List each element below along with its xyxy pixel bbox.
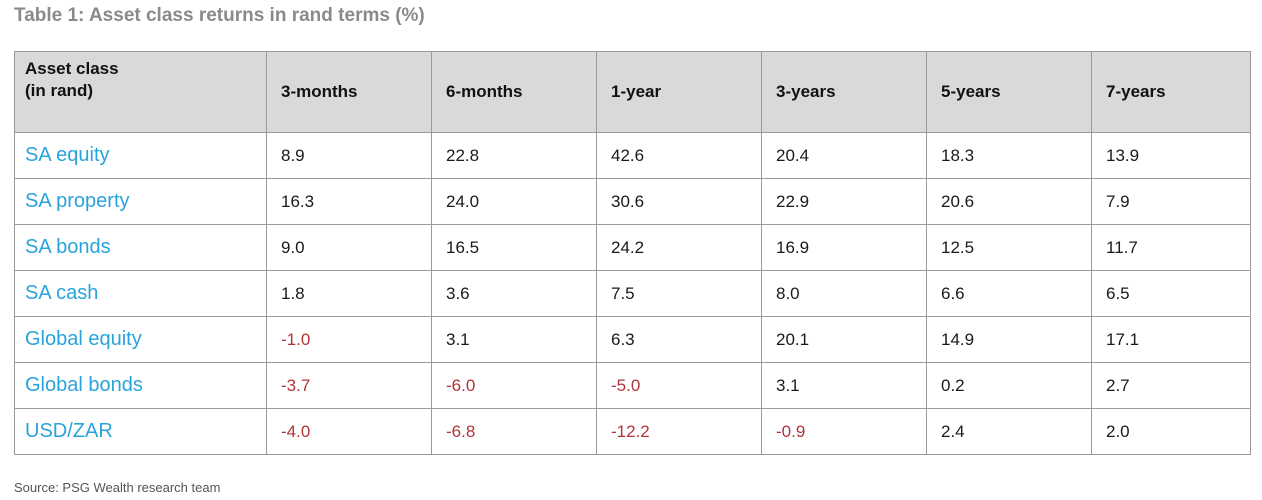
return-value-cell: 20.6 xyxy=(926,178,1092,225)
table-row: Global equity -1.0 3.1 6.3 20.1 14.9 17.1 xyxy=(14,316,1251,363)
column-header-3-years: 3-years xyxy=(761,51,927,133)
return-value-cell: 12.5 xyxy=(926,224,1092,271)
return-value-cell: 6.3 xyxy=(596,316,762,363)
return-value-cell: 2.7 xyxy=(1091,362,1251,409)
return-value-cell: -6.8 xyxy=(431,408,597,455)
column-header-asset-class: Asset class (in rand) xyxy=(14,51,267,133)
return-value-cell: 18.3 xyxy=(926,132,1092,179)
table-header-row: Asset class (in rand) 3-months 6-months … xyxy=(14,51,1251,133)
return-value-cell: 20.1 xyxy=(761,316,927,363)
column-header-5-years: 5-years xyxy=(926,51,1092,133)
table-row: SA cash 1.8 3.6 7.5 8.0 6.6 6.5 xyxy=(14,270,1251,317)
return-value-cell: -0.9 xyxy=(761,408,927,455)
asset-class-label: SA equity xyxy=(14,132,267,179)
return-value-cell: 24.0 xyxy=(431,178,597,225)
return-value-cell: 8.9 xyxy=(266,132,432,179)
column-header-7-years: 7-years xyxy=(1091,51,1251,133)
return-value-cell: 13.9 xyxy=(1091,132,1251,179)
return-value-cell: 30.6 xyxy=(596,178,762,225)
asset-class-label: Global equity xyxy=(14,316,267,363)
return-value-cell: -1.0 xyxy=(266,316,432,363)
return-value-cell: 11.7 xyxy=(1091,224,1251,271)
return-value-cell: 16.5 xyxy=(431,224,597,271)
return-value-cell: 17.1 xyxy=(1091,316,1251,363)
return-value-cell: -5.0 xyxy=(596,362,762,409)
asset-class-label: SA bonds xyxy=(14,224,267,271)
return-value-cell: 1.8 xyxy=(266,270,432,317)
return-value-cell: 6.5 xyxy=(1091,270,1251,317)
header-asset-class-line1: Asset class xyxy=(25,59,119,78)
return-value-cell: -12.2 xyxy=(596,408,762,455)
return-value-cell: 0.2 xyxy=(926,362,1092,409)
return-value-cell: 16.9 xyxy=(761,224,927,271)
column-header-3-months: 3-months xyxy=(266,51,432,133)
column-header-6-months: 6-months xyxy=(431,51,597,133)
asset-returns-table: Asset class (in rand) 3-months 6-months … xyxy=(14,51,1251,455)
asset-class-label: USD/ZAR xyxy=(14,408,267,455)
return-value-cell: 3.1 xyxy=(761,362,927,409)
asset-class-label: Global bonds xyxy=(14,362,267,409)
return-value-cell: 2.0 xyxy=(1091,408,1251,455)
return-value-cell: -4.0 xyxy=(266,408,432,455)
return-value-cell: 22.8 xyxy=(431,132,597,179)
return-value-cell: 14.9 xyxy=(926,316,1092,363)
return-value-cell: 24.2 xyxy=(596,224,762,271)
return-value-cell: 8.0 xyxy=(761,270,927,317)
asset-class-label: SA cash xyxy=(14,270,267,317)
table-title: Table 1: Asset class returns in rand ter… xyxy=(14,5,425,26)
return-value-cell: 20.4 xyxy=(761,132,927,179)
table-row: USD/ZAR -4.0 -6.8 -12.2 -0.9 2.4 2.0 xyxy=(14,408,1251,455)
table-row: Global bonds -3.7 -6.0 -5.0 3.1 0.2 2.7 xyxy=(14,362,1251,409)
return-value-cell: -3.7 xyxy=(266,362,432,409)
source-note: Source: PSG Wealth research team xyxy=(14,480,221,495)
header-asset-class-line2: (in rand) xyxy=(25,81,93,100)
return-value-cell: 6.6 xyxy=(926,270,1092,317)
table-row: SA equity 8.9 22.8 42.6 20.4 18.3 13.9 xyxy=(14,132,1251,179)
column-header-1-year: 1-year xyxy=(596,51,762,133)
table-row: SA bonds 9.0 16.5 24.2 16.9 12.5 11.7 xyxy=(14,224,1251,271)
table-row: SA property 16.3 24.0 30.6 22.9 20.6 7.9 xyxy=(14,178,1251,225)
return-value-cell: 22.9 xyxy=(761,178,927,225)
return-value-cell: 3.1 xyxy=(431,316,597,363)
return-value-cell: 2.4 xyxy=(926,408,1092,455)
return-value-cell: -6.0 xyxy=(431,362,597,409)
return-value-cell: 16.3 xyxy=(266,178,432,225)
return-value-cell: 42.6 xyxy=(596,132,762,179)
return-value-cell: 9.0 xyxy=(266,224,432,271)
return-value-cell: 3.6 xyxy=(431,270,597,317)
return-value-cell: 7.5 xyxy=(596,270,762,317)
asset-class-label: SA property xyxy=(14,178,267,225)
return-value-cell: 7.9 xyxy=(1091,178,1251,225)
